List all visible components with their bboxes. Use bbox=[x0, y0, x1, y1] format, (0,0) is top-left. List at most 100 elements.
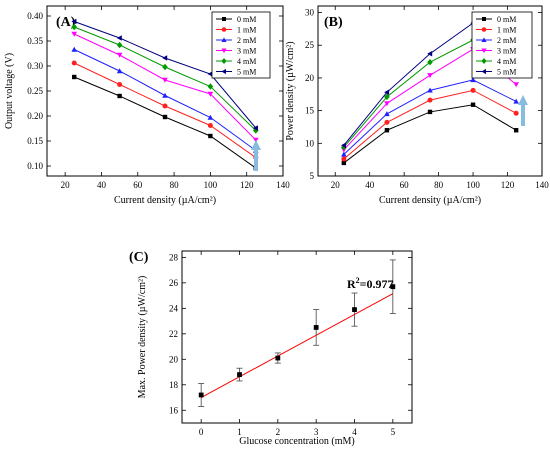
panel-label: (C) bbox=[129, 250, 149, 265]
data-point-3 bbox=[313, 325, 319, 330]
data-point-5-1 bbox=[116, 35, 122, 41]
y-tick-label: 0.10 bbox=[27, 161, 43, 171]
data-point-5-0 bbox=[71, 18, 77, 25]
legend-label-1: 1 mM bbox=[237, 26, 256, 35]
y-axis-title: Max. Power density (µW/cm²) bbox=[137, 276, 148, 399]
x-tick-label: 20 bbox=[331, 180, 341, 190]
legend-label-5: 5 mM bbox=[497, 68, 516, 77]
legend-marker-5 bbox=[221, 68, 226, 75]
y-tick-label: 28 bbox=[169, 252, 179, 262]
plot-area bbox=[198, 259, 396, 407]
data-point-1-2 bbox=[162, 103, 168, 109]
fit-line bbox=[200, 293, 394, 398]
legend-marker-3 bbox=[221, 48, 227, 54]
x-tick-label: 120 bbox=[240, 180, 254, 190]
legend-box bbox=[471, 11, 533, 79]
data-point-4-4 bbox=[252, 127, 259, 134]
data-point-0 bbox=[198, 392, 204, 398]
y-tick-label: 20 bbox=[169, 354, 179, 364]
panel-a: 20 40 60 80 100 120 140 0.10 0.15 0.20 0.25 0.30 0.3… bbox=[4, 5, 290, 206]
data-point-2-2 bbox=[427, 87, 433, 93]
legend-marker-5 bbox=[481, 68, 486, 75]
legend-label-3: 3 mM bbox=[497, 47, 516, 56]
x-tick-label: 80 bbox=[434, 180, 444, 190]
legend-label-5: 5 mM bbox=[237, 68, 256, 77]
data-point-0-4 bbox=[513, 128, 519, 133]
data-point-5-4 bbox=[252, 125, 258, 131]
legend-marker-4 bbox=[221, 58, 227, 64]
increase-arrow-head bbox=[251, 140, 261, 150]
panel-label: (A) bbox=[56, 15, 76, 30]
data-point-0-2 bbox=[162, 114, 168, 120]
y-tick-label: 24 bbox=[169, 303, 179, 313]
x-axis-title: Current density (µA/cm²) bbox=[114, 195, 216, 206]
data-point-5-0 bbox=[341, 142, 347, 149]
data-point-4 bbox=[352, 307, 357, 313]
x-tick-label: 100 bbox=[466, 180, 480, 190]
x-tick-label: 120 bbox=[501, 180, 515, 190]
data-point-2-1 bbox=[116, 68, 123, 74]
data-point-1-1 bbox=[384, 119, 390, 125]
data-point-3-2 bbox=[162, 77, 168, 83]
data-point-2 bbox=[275, 355, 281, 361]
y-tick-label: 0.20 bbox=[27, 111, 43, 121]
data-point-2-2 bbox=[162, 92, 168, 98]
x-tick-label: 1 bbox=[237, 427, 242, 437]
data-point-2-0 bbox=[71, 46, 78, 52]
y-tick-label: 26 bbox=[169, 278, 179, 288]
panel-b: 20 40 60 80 100 120 140 5 10 15 20 25 30 Current dens… bbox=[285, 5, 549, 206]
x-tick-label: 140 bbox=[276, 180, 290, 190]
y-tick-label: 10 bbox=[305, 138, 315, 148]
x-tick-label: 100 bbox=[204, 180, 218, 190]
data-point-0-2 bbox=[427, 109, 433, 115]
data-point-0-0 bbox=[72, 74, 77, 80]
y-tick-label: 18 bbox=[169, 380, 179, 390]
y-tick-label: 0.30 bbox=[27, 61, 43, 71]
data-point-5-2 bbox=[162, 55, 168, 61]
data-point-5 bbox=[390, 284, 396, 290]
legend-marker-0 bbox=[482, 17, 486, 21]
x-tick-label: 40 bbox=[97, 180, 107, 190]
y-tick-label: 20 bbox=[305, 73, 315, 83]
x-tick-label: 60 bbox=[133, 180, 143, 190]
data-point-1-3 bbox=[470, 87, 476, 93]
panel-c: 0 1 2 3 4 5 16 18 20 22 24 26 28 Glucose concentratio… bbox=[129, 250, 413, 447]
data-point-3-4 bbox=[513, 82, 519, 88]
y-tick-label: 0.35 bbox=[27, 36, 43, 46]
legend-label-1: 1 mM bbox=[497, 26, 516, 35]
data-point-3-1 bbox=[116, 52, 123, 58]
data-point-4-1 bbox=[116, 41, 123, 49]
y-tick-label: 25 bbox=[305, 40, 315, 50]
y-tick-label: 16 bbox=[169, 405, 179, 415]
data-point-2-3 bbox=[470, 77, 476, 83]
y-tick-label: 0.40 bbox=[27, 11, 43, 21]
data-point-1-0 bbox=[341, 156, 347, 162]
data-point-5-3 bbox=[207, 71, 213, 77]
data-point-0-0 bbox=[341, 160, 347, 166]
legend-marker-2 bbox=[481, 37, 487, 42]
legend-label-0: 0 mM bbox=[497, 15, 516, 24]
increase-arrow-head bbox=[518, 95, 528, 105]
y-tick-label: 22 bbox=[169, 329, 178, 339]
data-point-4-1 bbox=[384, 93, 390, 101]
data-point-5-2 bbox=[427, 50, 433, 57]
data-point-1-4 bbox=[513, 110, 519, 116]
legend-marker-1 bbox=[481, 27, 487, 32]
x-tick-label: 3 bbox=[314, 427, 319, 437]
legend-box bbox=[211, 11, 271, 79]
legend-marker-0 bbox=[222, 17, 226, 21]
legend-marker-1 bbox=[221, 27, 227, 32]
plot-area bbox=[71, 18, 259, 171]
legend-label-3: 3 mM bbox=[237, 47, 256, 56]
data-point-2-1 bbox=[384, 111, 390, 117]
data-point-3-2 bbox=[427, 73, 433, 79]
data-point-0-3 bbox=[470, 102, 476, 107]
legend-marker-2 bbox=[221, 37, 227, 42]
y-tick-label: 0.15 bbox=[27, 136, 43, 146]
r-squared-prefix: R bbox=[347, 277, 356, 291]
data-point-4-0 bbox=[71, 23, 78, 31]
y-axis-title: Power density (µW/cm²) bbox=[285, 41, 296, 140]
x-tick-label: 0 bbox=[199, 427, 204, 437]
y-tick-label: 30 bbox=[305, 8, 315, 18]
